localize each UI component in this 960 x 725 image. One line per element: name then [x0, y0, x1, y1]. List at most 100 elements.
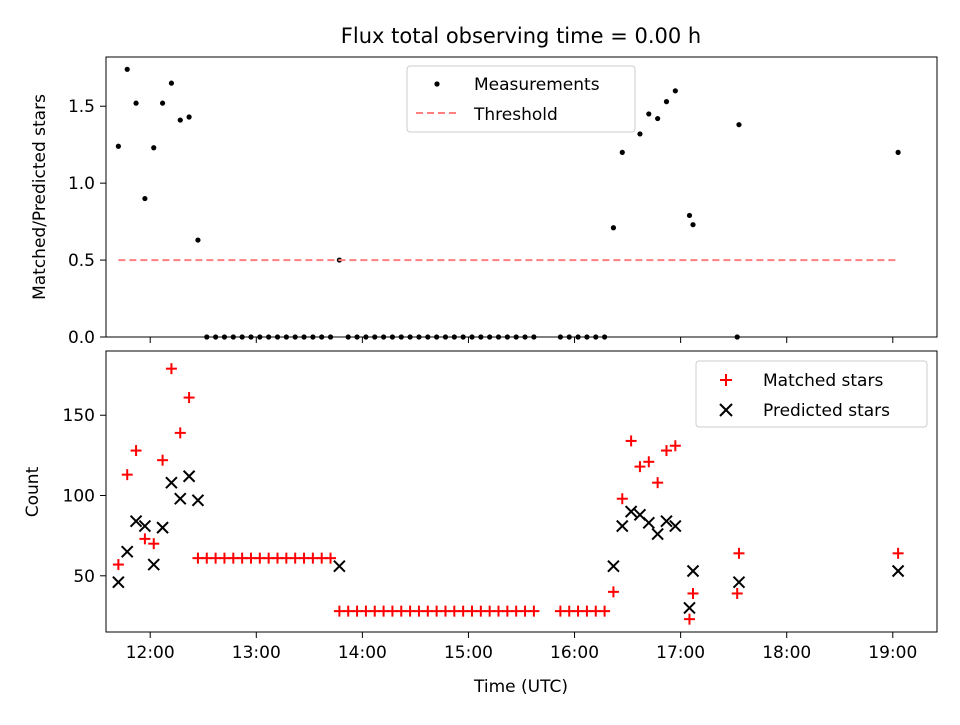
bottom-legend-box [695, 360, 928, 428]
x-tick-label: 19:00 [868, 643, 917, 663]
predicted-star-point [686, 564, 700, 578]
measurement-point [159, 100, 166, 106]
matched-star-point [683, 613, 695, 625]
y-tick-label: 150 [63, 406, 95, 426]
matched-star-point [130, 445, 142, 457]
y-tick-label: 100 [63, 487, 95, 507]
measurement-point [686, 212, 693, 219]
predicted-star-point [732, 576, 746, 589]
predicted-star-point [333, 559, 346, 573]
bottom-panel: 12:00 13:00 14:00 15:00 16:00 17:00 18:00 19:00… [23, 350, 938, 697]
matched-star-point [528, 605, 540, 617]
predicted-star-point [669, 519, 682, 533]
predicted-star-point [660, 514, 673, 528]
legend-matched-marker [720, 374, 732, 386]
measurement-point [168, 80, 175, 86]
y-tick-label: 1.5 [68, 97, 95, 117]
matched-star-point [731, 587, 743, 599]
predicted-star-point [182, 470, 196, 483]
predicted-star-point [147, 558, 160, 571]
predicted-star-point [891, 564, 905, 578]
measurement-point [186, 114, 192, 120]
matched-star-point [669, 440, 681, 452]
matched-star-point [112, 559, 124, 571]
measurement-point [115, 143, 121, 149]
measurement-point [142, 195, 148, 202]
matched-star-point [165, 363, 177, 375]
matched-star-point [687, 587, 699, 599]
measurement-point [895, 149, 901, 155]
x-tick-label: 12:00 [126, 643, 175, 663]
matched-star-point [139, 533, 151, 545]
measurement-point [124, 66, 130, 72]
predicted-star-point [165, 476, 178, 489]
predicted-star-point [683, 601, 696, 615]
predicted-star-point [129, 514, 143, 528]
x-tick-label: 18:00 [762, 643, 811, 663]
legend-threshold-label: Threshold [473, 105, 558, 125]
top-legend-box [406, 65, 636, 133]
measurement-point [619, 149, 625, 155]
measurement-point [672, 88, 678, 94]
matched-star-point [607, 586, 619, 598]
measurement-point [133, 100, 139, 106]
legend-measurements-label: Measurements [474, 75, 600, 95]
matched-star-point [652, 477, 664, 489]
measurement-point [646, 111, 652, 117]
legend-predicted-marker [719, 403, 733, 417]
measurement-point [177, 117, 183, 123]
measurement-point [663, 99, 670, 105]
measurement-point [151, 145, 157, 151]
matched-star-point [157, 454, 169, 466]
y-tick-label: 50 [73, 567, 95, 587]
x-tick-label: 14:00 [338, 643, 387, 663]
matched-star-point [174, 427, 186, 439]
predicted-star-point [121, 545, 134, 558]
top-y-axis-label: Matched/Predicted stars [30, 94, 50, 300]
y-tick-label: 0.0 [68, 328, 95, 348]
chart-title: Flux total observing time = 0.00 h [341, 24, 701, 48]
x-tick-label: 16:00 [550, 643, 599, 663]
legend-matched-label: Matched stars [763, 371, 883, 391]
x-tick-label: 13:00 [232, 643, 281, 663]
bottom-y-axis-label: Count [23, 466, 43, 517]
predicted-star-point [616, 519, 629, 533]
top-legend: Measurements Threshold [406, 65, 636, 133]
measurement-point [637, 131, 643, 137]
matched-star-point [892, 547, 904, 559]
top-axes-frame [105, 56, 938, 338]
x-axis-label: Time (UTC) [473, 677, 568, 697]
predicted-star-point [191, 494, 205, 507]
predicted-star-point [651, 527, 664, 541]
matched-star-point [325, 552, 337, 564]
predicted-star-point [642, 516, 656, 530]
y-tick-label: 1.0 [68, 174, 95, 194]
legend-predicted-label: Predicted stars [763, 401, 890, 421]
measurement-point [736, 122, 742, 128]
x-tick-label: 15:00 [444, 643, 493, 663]
matched-star-point [148, 538, 160, 550]
matched-star-point [643, 456, 655, 468]
bottom-legend: Matched stars Predicted stars [695, 360, 928, 428]
measurement-point [195, 237, 201, 243]
top-panel: 0.0 0.5 1.0 1.5 Matched/Predicted stars Mea… [30, 56, 938, 348]
predicted-star-point [156, 521, 169, 534]
measurement-point [610, 225, 617, 231]
matched-star-point [634, 461, 646, 473]
measurement-point [690, 222, 696, 228]
matched-star-point [660, 445, 672, 457]
predicted-star-point [174, 492, 187, 505]
y-tick-label: 0.5 [68, 251, 95, 271]
predicted-star-point [138, 519, 152, 533]
matched-star-point [183, 392, 195, 404]
predicted-star-point [112, 576, 125, 589]
predicted-star-point [607, 559, 620, 573]
legend-measurements-marker [434, 81, 440, 87]
matched-star-point [625, 435, 637, 447]
predicted-star-point [624, 505, 638, 518]
measurement-point [655, 115, 661, 122]
matched-star-point [616, 493, 628, 505]
bottom-axes-frame [105, 350, 938, 633]
